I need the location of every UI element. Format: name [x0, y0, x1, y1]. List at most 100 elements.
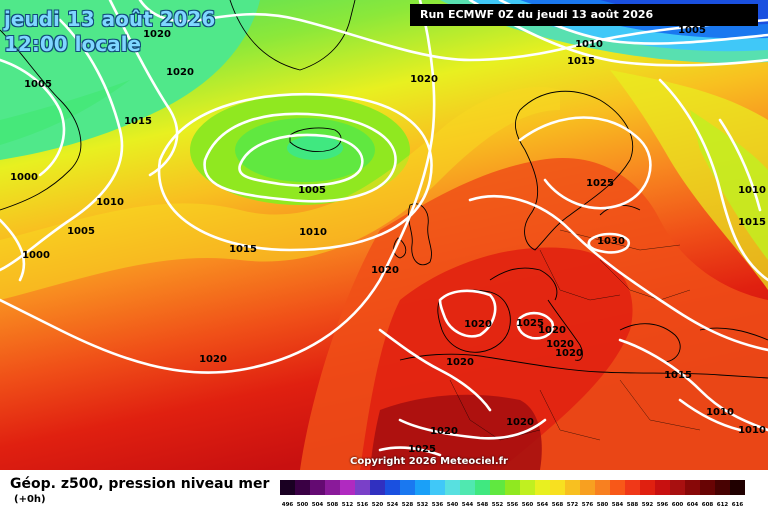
scale-tick-label: 568 — [552, 502, 564, 508]
scale-swatch — [535, 480, 550, 495]
scale-swatch — [655, 480, 670, 495]
scale-swatch — [475, 480, 490, 495]
isobar-1015-nw — [108, 0, 179, 177]
scale-swatch — [415, 480, 430, 495]
scale-tick-label: 588 — [627, 502, 639, 508]
legend-subtitle: (+0h) — [14, 494, 46, 505]
color-scale: 496 500 504 508 512 516 520 524 528 532 536 540 544 5… — [280, 480, 745, 508]
scale-tick-label: 504 — [312, 502, 324, 508]
isobar-1020-central — [0, 0, 436, 374]
isobar-1010-east — [718, 118, 762, 212]
isobar-1005-nw — [0, 58, 66, 177]
scale-swatch — [460, 480, 475, 495]
copyright-label: Copyright 2026 Meteociel.fr — [350, 456, 508, 467]
scale-tick-label: 556 — [507, 502, 519, 508]
isobar-1000-west — [0, 218, 26, 282]
field-band-darkred — [370, 394, 542, 470]
greenland-coast-east — [229, 0, 356, 71]
scale-tick-label: 612 — [717, 502, 729, 508]
isobar-label: 1015 — [738, 217, 766, 228]
north-africa-coast — [399, 353, 768, 379]
coastlines — [0, 0, 768, 379]
scale-tick-label: 616 — [732, 502, 744, 508]
scale-swatch — [640, 480, 655, 495]
scale-swatch — [505, 480, 520, 495]
isobars — [0, 0, 768, 455]
isobar-label: 1020 — [430, 426, 458, 437]
scale-swatch — [355, 480, 370, 495]
field-band-yellow — [0, 86, 560, 300]
scale-tick-label: 572 — [567, 502, 579, 508]
scale-swatch — [730, 480, 745, 495]
isobar-label: 1020 — [166, 67, 194, 78]
isobar-label: 1010 — [706, 407, 734, 418]
isobar-1025-alps — [516, 311, 555, 340]
scale-tick-label: 508 — [327, 502, 339, 508]
scale-swatch — [325, 480, 340, 495]
run-info-box: Run ECMWF 0Z du jeudi 13 août 2026 — [410, 4, 758, 26]
isobar-label: 1005 — [298, 185, 326, 196]
scale-tick-label: 520 — [372, 502, 384, 508]
isobar-label: 1020 — [371, 265, 399, 276]
isobar-1010-nw — [0, 18, 124, 272]
scale-swatch — [610, 480, 625, 495]
scale-swatch — [625, 480, 640, 495]
isobar-label: 1020 — [555, 348, 583, 359]
geopotential-field: 1020102010051015100010101005100010051010… — [0, 0, 768, 470]
balkans-coast — [619, 323, 681, 363]
weather-map: 1020 1020 1005 1015 1000 1010 1005 1000 1005 1010… — [0, 0, 768, 470]
ireland-coast — [393, 237, 407, 259]
isobar-labels: 1020102010051015100010101005100010051010… — [10, 25, 766, 455]
scale-tick-label: 496 — [282, 502, 294, 508]
isobar-label: 1020 — [506, 417, 534, 428]
scale-tick-label: 540 — [447, 502, 459, 508]
isobar-label: 1010 — [299, 227, 327, 238]
isobar-label: 1010 — [96, 197, 124, 208]
isobar-label: 1005 — [67, 226, 95, 237]
isobar-1020-north — [138, 0, 768, 62]
scale-tick-label: 544 — [462, 502, 474, 508]
scale-swatch — [340, 480, 355, 495]
scale-tick-label: 576 — [582, 502, 594, 508]
isobar-label: 1020 — [446, 357, 474, 368]
scale-swatch — [445, 480, 460, 495]
forecast-date-title: jeudi 13 août 2026 — [4, 7, 216, 31]
isobar-label: 1010 — [738, 185, 766, 196]
scale-tick-label: 532 — [417, 502, 429, 508]
scale-tick-label: 604 — [687, 502, 699, 508]
isobar-1010-se — [678, 398, 742, 432]
scale-swatch — [385, 480, 400, 495]
scale-tick-label: 516 — [357, 502, 369, 508]
scale-swatch — [670, 480, 685, 495]
france-coast — [489, 267, 558, 301]
scale-swatch — [520, 480, 535, 495]
isobar-1020-sahara — [398, 418, 547, 440]
isobar-label: 1025 — [586, 178, 614, 189]
scale-tick-label: 600 — [672, 502, 684, 508]
scale-tick-label: 592 — [642, 502, 654, 508]
isobar-1005-low — [238, 133, 364, 187]
isobar-label: 1000 — [10, 172, 38, 183]
borders — [449, 229, 701, 441]
italy-coast — [547, 299, 583, 361]
field-low-core — [287, 136, 343, 160]
scale-swatch — [370, 480, 385, 495]
scale-tick-label: 564 — [537, 502, 549, 508]
scale-swatch — [400, 480, 415, 495]
scale-swatch — [310, 480, 325, 495]
isobar-label: 1015 — [124, 116, 152, 127]
isobar-1020-europe — [468, 194, 768, 352]
isobar-label: 1010 — [738, 425, 766, 436]
isobar-1015-low — [157, 93, 433, 252]
field-band-green-nw2 — [0, 80, 130, 145]
scale-swatch — [430, 480, 445, 495]
scale-tick-label: 528 — [402, 502, 414, 508]
isobar-label: 1015 — [664, 370, 692, 381]
scale-tick-label: 584 — [612, 502, 624, 508]
isobar-label: 1020 — [199, 354, 227, 365]
isobar-label: 1020 — [538, 325, 566, 336]
isobar-label: 1000 — [22, 250, 50, 261]
scale-tick-label: 512 — [342, 502, 354, 508]
isobar-label: 1025 — [516, 318, 544, 329]
scale-tick-label: 596 — [657, 502, 669, 508]
